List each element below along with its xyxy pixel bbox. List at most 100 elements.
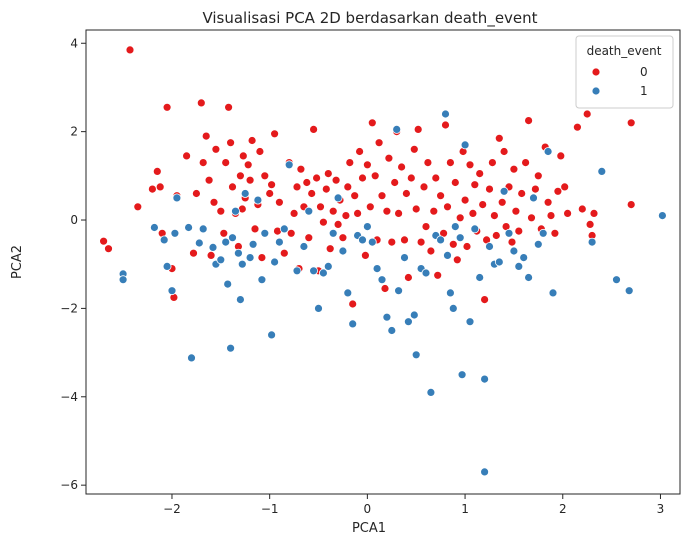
- scatter-point-series-1: [514, 261, 524, 271]
- scatter-point-series-1: [231, 206, 240, 216]
- scatter-point-series-0: [527, 213, 536, 223]
- scatter-point-series-0: [155, 182, 165, 192]
- scatter-point-series-1: [372, 264, 382, 274]
- scatter-point-series-0: [370, 171, 380, 181]
- scatter-point-series-0: [125, 45, 135, 55]
- scatter-point-series-1: [118, 275, 128, 285]
- scatter-point-series-0: [238, 151, 248, 161]
- scatter-point-series-0: [243, 160, 253, 170]
- scatter-point-series-0: [423, 158, 433, 168]
- scatter-point-series-1: [443, 250, 452, 260]
- scatter-point-series-0: [260, 171, 270, 181]
- scatter-point-series-0: [497, 197, 507, 207]
- scatter-point-series-0: [286, 228, 296, 238]
- scatter-point-series-0: [421, 222, 431, 232]
- scatter-point-series-0: [265, 189, 275, 198]
- scatter-point-series-1: [292, 266, 302, 276]
- x-tick-label: −2: [163, 502, 181, 516]
- scatter-point-series-0: [531, 184, 540, 194]
- scatter-point-series-1: [343, 288, 353, 298]
- scatter-point-series-0: [494, 133, 504, 143]
- scatter-point-series-1: [170, 228, 180, 238]
- scatter-point-series-1: [333, 193, 343, 203]
- scatter-point-series-1: [499, 186, 509, 196]
- scatter-point-series-0: [345, 158, 355, 168]
- scatter-point-series-1: [237, 259, 247, 269]
- legend-marker-1: [591, 86, 601, 96]
- scatter-point-series-1: [445, 288, 455, 298]
- scatter-point-series-1: [270, 257, 280, 267]
- legend-label-1: 1: [640, 84, 648, 98]
- scatter-point-series-0: [182, 151, 192, 161]
- scatter-point-series-1: [441, 109, 450, 119]
- scatter-point-series-0: [198, 158, 208, 168]
- x-axis-ticks: −2 −1 0 1 2 3: [163, 494, 664, 516]
- scatter-point-series-0: [478, 200, 488, 210]
- scatter-point-series-0: [452, 255, 462, 265]
- scatter-point-series-1: [208, 242, 218, 252]
- scatter-point-series-1: [240, 189, 250, 198]
- scatter-point-series-0: [448, 239, 458, 249]
- scatter-point-series-1: [421, 268, 431, 278]
- scatter-point-series-1: [367, 237, 377, 247]
- scatter-point-series-1: [235, 295, 245, 305]
- scatter-point-series-0: [485, 184, 494, 194]
- scatter-point-series-0: [304, 233, 314, 243]
- scatter-point-series-0: [521, 158, 530, 168]
- scatter-point-series-1: [226, 343, 236, 353]
- scatter-point-series-0: [362, 160, 372, 170]
- scatter-point-series-0: [426, 246, 436, 256]
- scatter-point-series-1: [587, 237, 597, 247]
- scatter-point-series-0: [289, 208, 299, 218]
- scatter-point-series-0: [341, 211, 351, 221]
- scatter-point-series-1: [299, 242, 309, 251]
- scatter-point-series-0: [211, 144, 221, 154]
- scatter-point-series-1: [538, 228, 548, 238]
- y-tick-label: 4: [70, 36, 78, 50]
- scatter-point-series-0: [365, 202, 375, 212]
- scatter-point-series-1: [543, 147, 553, 156]
- scatter-point-series-1: [400, 253, 409, 263]
- scatter-point-series-1: [260, 228, 270, 238]
- scatter-point-series-1: [198, 224, 208, 234]
- scatter-point-series-1: [323, 261, 333, 271]
- scatter-point-series-1: [436, 235, 446, 245]
- scatter-point-series-0: [491, 231, 501, 240]
- scatter-point-series-1: [450, 222, 460, 232]
- scatter-point-series-0: [206, 250, 216, 260]
- scatter-point-series-0: [316, 202, 325, 212]
- scatter-point-series-0: [431, 173, 441, 183]
- scatter-point-series-0: [350, 191, 360, 201]
- scatter-point-series-0: [507, 237, 517, 247]
- scatter-point-series-0: [196, 98, 206, 108]
- scatter-point-series-0: [465, 160, 475, 170]
- scatter-point-series-1: [358, 235, 367, 245]
- scatter-point-series-1: [159, 235, 169, 245]
- scatter-point-series-1: [394, 286, 404, 296]
- scatter-point-series-1: [223, 279, 233, 289]
- scatter-point-series-0: [436, 191, 446, 201]
- scatter-point-series-1: [494, 257, 504, 267]
- legend-marker-0: [591, 67, 601, 77]
- scatter-point-series-0: [460, 195, 470, 205]
- scatter-point-series-1: [457, 370, 467, 380]
- scatter-point-series-1: [257, 275, 267, 285]
- scatter-point-series-0: [543, 197, 553, 207]
- scatter-point-series-0: [626, 200, 636, 210]
- scatter-point-series-0: [228, 182, 237, 192]
- scatter-point-series-1: [318, 268, 328, 278]
- scatter-point-series-0: [546, 211, 556, 221]
- legend-title: death_event: [587, 44, 662, 58]
- scatter-point-series-0: [390, 178, 400, 187]
- scatter-point-series-1: [304, 206, 314, 216]
- scatter-point-series-0: [257, 253, 267, 263]
- scatter-point-series-0: [267, 180, 277, 190]
- scatter-point-series-0: [147, 184, 157, 194]
- scatter-point-series-0: [509, 164, 519, 174]
- scatter-point-series-0: [411, 204, 421, 214]
- scatter-point-series-0: [450, 178, 460, 187]
- scatter-point-series-0: [563, 208, 572, 218]
- scatter-point-series-1: [475, 273, 485, 282]
- scatter-point-series-1: [455, 233, 465, 243]
